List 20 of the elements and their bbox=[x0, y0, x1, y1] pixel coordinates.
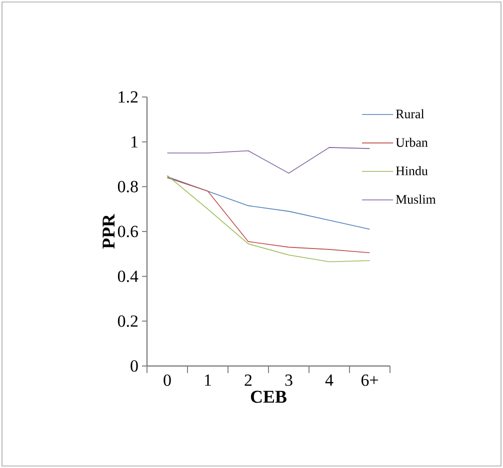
x-tick-label: 2 bbox=[244, 374, 252, 386]
y-tick-label: 0.6 bbox=[118, 226, 138, 238]
y-tick-label: 0 bbox=[130, 360, 138, 372]
y-tick-label: 0.4 bbox=[118, 270, 138, 282]
y-tick-label: 1 bbox=[132, 136, 138, 148]
x-tick-label: 6+ bbox=[361, 374, 378, 386]
x-tick-label: 0 bbox=[164, 374, 171, 386]
x-axis-title: CEB bbox=[250, 390, 286, 403]
legend-label: Hindu bbox=[396, 166, 428, 176]
legend-label: Urban bbox=[396, 138, 428, 147]
y-axis-title: PPR bbox=[102, 214, 114, 249]
legend-label: Muslim bbox=[396, 194, 436, 204]
line-series bbox=[166, 147, 370, 174]
legend-label: Rural bbox=[396, 109, 424, 118]
x-tick-label: 4 bbox=[325, 374, 334, 386]
y-tick-label: 0.8 bbox=[118, 180, 138, 192]
y-tick-label: 1.2 bbox=[118, 91, 138, 103]
x-tick-label: 1 bbox=[205, 374, 211, 386]
x-tick-label: 3 bbox=[285, 374, 292, 386]
y-tick-label: 0.2 bbox=[118, 315, 138, 327]
